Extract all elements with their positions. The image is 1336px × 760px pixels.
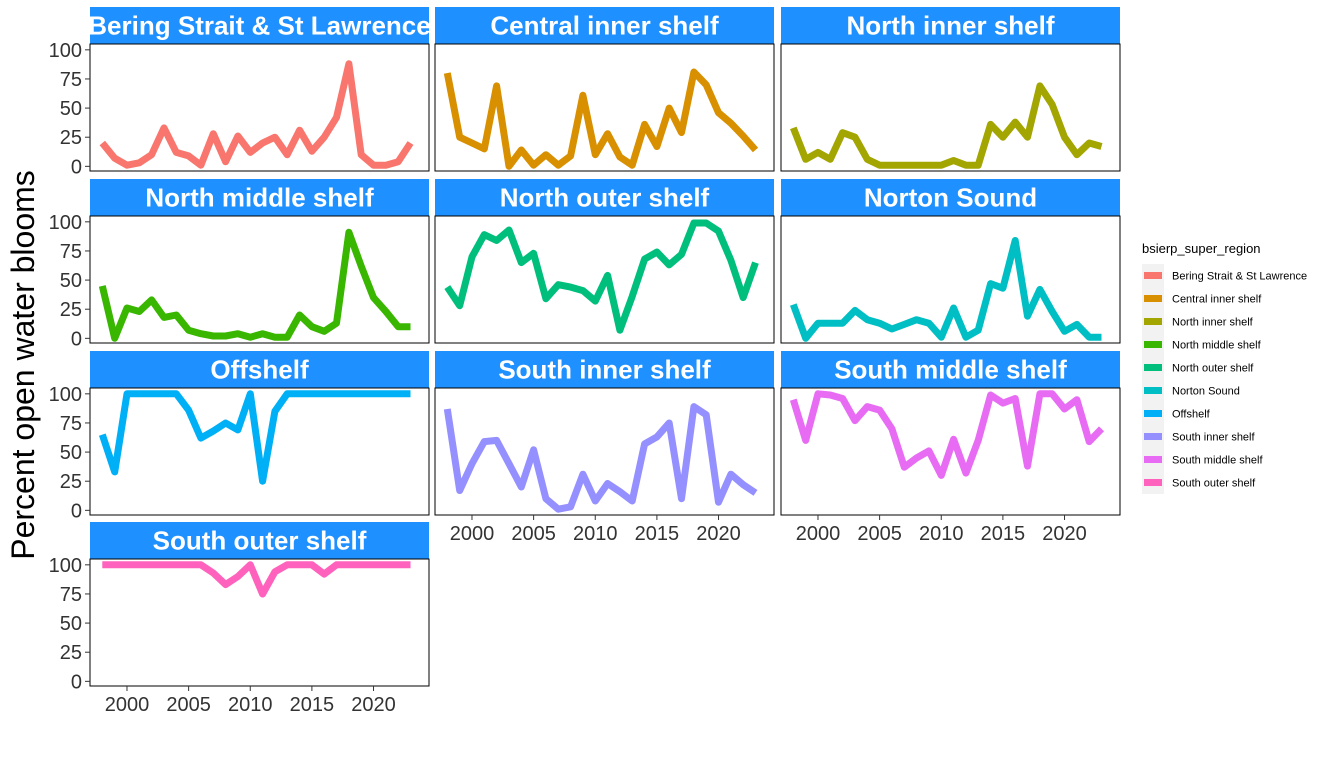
strip-label-central-inner-shelf: Central inner shelf	[490, 11, 719, 41]
x-tick-label: 2020	[351, 694, 396, 716]
legend-label-south-middle-shelf: South middle shelf	[1172, 455, 1263, 467]
y-tick-label: 75	[60, 413, 82, 435]
strip-label-north-outer-shelf: North outer shelf	[500, 183, 710, 213]
strip-central-inner-shelf	[435, 7, 774, 44]
x-tick-label: 2005	[166, 694, 211, 716]
strip-south-middle-shelf	[781, 351, 1120, 388]
y-tick-label: 75	[60, 584, 82, 606]
series-line-norton-sound	[790, 237, 1102, 342]
y-tick-label: 0	[71, 671, 82, 693]
y-tick-label: 75	[60, 241, 82, 263]
strip-label-south-inner-shelf: South inner shelf	[498, 355, 711, 385]
facet-south-middle-shelf: South middle shelf 2000 2005 2010 2015 2020	[780, 351, 1121, 545]
series-line-offshelf	[98, 390, 411, 485]
legend-label-bering-strait-st-lawrence: Bering Strait & St Lawrence	[1172, 271, 1307, 283]
legend: Bering Strait & St Lawrence Central inner…	[1142, 264, 1307, 494]
x-tick-label: 2010	[573, 523, 618, 545]
facet-south-inner-shelf: South inner shelf 2000 2005 2010 2015 2020	[434, 351, 775, 545]
facet-north-outer-shelf: North outer shelf	[434, 179, 775, 344]
strip-label-offshelf: Offshelf	[210, 355, 309, 385]
y-tick-label: 100	[49, 40, 82, 62]
facet-offshelf: Offshelf 0 25 50 75 100	[49, 351, 430, 522]
facet-norton-sound: Norton Sound	[780, 179, 1121, 344]
y-tick-label: 0	[71, 328, 82, 350]
strip-label-north-inner-shelf: North inner shelf	[846, 11, 1054, 41]
strip-offshelf	[90, 351, 429, 388]
y-tick-label: 25	[60, 299, 82, 321]
legend-label-north-outer-shelf: North outer shelf	[1172, 363, 1254, 375]
strip-north-outer-shelf	[435, 179, 774, 216]
x-tick-label: 2010	[919, 523, 964, 545]
series-line-north-outer-shelf	[444, 219, 759, 334]
strip-north-middle-shelf	[90, 179, 429, 216]
series-line-north-inner-shelf	[790, 82, 1103, 169]
y-tick-label: 50	[60, 98, 82, 120]
x-tick-label: 2000	[450, 523, 495, 545]
x-tick-label: 2020	[1042, 523, 1087, 545]
y-tick-label: 25	[60, 471, 82, 493]
x-tick-label: 2000	[105, 694, 150, 716]
legend-label-north-middle-shelf: North middle shelf	[1172, 340, 1262, 352]
panel-north-middle-shelf	[89, 215, 430, 344]
x-tick-label: 2005	[857, 523, 902, 545]
facet-north-middle-shelf: North middle shelf 0 25 50 75 100	[49, 179, 430, 350]
y-tick-label: 0	[71, 500, 82, 522]
facet-south-outer-shelf: South outer shelf 0 25 50 75 100 2000 2005 2010 2…	[49, 522, 430, 716]
facet-north-inner-shelf: North inner shelf	[780, 7, 1121, 172]
facet-central-inner-shelf: Central inner shelf	[434, 7, 775, 172]
x-tick-label: 2010	[228, 694, 273, 716]
strip-bering-strait-st-lawrence	[90, 7, 429, 44]
strip-label-south-middle-shelf: South middle shelf	[834, 355, 1067, 385]
legend-label-offshelf: Offshelf	[1172, 409, 1211, 421]
x-tick-label: 2015	[981, 523, 1026, 545]
x-tick-label: 2015	[635, 523, 680, 545]
series-line-south-outer-shelf	[102, 561, 411, 598]
legend-label-central-inner-shelf: Central inner shelf	[1172, 294, 1262, 306]
strip-south-outer-shelf	[90, 522, 429, 559]
y-tick-label: 0	[71, 156, 82, 178]
legend-label-south-outer-shelf: South outer shelf	[1172, 478, 1256, 490]
y-tick-label: 100	[49, 384, 82, 406]
strip-label-bering-strait-st-lawrence: Bering Strait & St Lawrence	[88, 11, 430, 41]
y-tick-label: 100	[49, 212, 82, 234]
panel-bering-strait-st-lawrence	[89, 43, 430, 172]
series-line-bering-strait-st-lawrence	[99, 60, 414, 169]
legend-label-norton-sound: Norton Sound	[1172, 386, 1240, 398]
legend-label-north-inner-shelf: North inner shelf	[1172, 317, 1254, 329]
strip-label-south-outer-shelf: South outer shelf	[153, 526, 367, 556]
y-tick-label: 25	[60, 642, 82, 664]
strip-south-inner-shelf	[435, 351, 774, 388]
series-line-south-middle-shelf	[789, 390, 1105, 479]
y-tick-label: 50	[60, 270, 82, 292]
legend-title: bsierp_super_region	[1142, 241, 1261, 256]
facet-bering-strait-st-lawrence: Bering Strait & St Lawrence 0 25 50 75 100	[49, 7, 430, 178]
series-line-central-inner-shelf	[443, 68, 759, 170]
y-tick-label: 25	[60, 127, 82, 149]
series-line-south-inner-shelf	[443, 403, 758, 513]
y-tick-label: 50	[60, 442, 82, 464]
strip-norton-sound	[781, 179, 1120, 216]
legend-label-south-inner-shelf: South inner shelf	[1172, 432, 1255, 444]
x-tick-label: 2000	[796, 523, 841, 545]
strip-label-norton-sound: Norton Sound	[864, 183, 1037, 213]
x-tick-label: 2015	[290, 694, 335, 716]
y-tick-label: 50	[60, 613, 82, 635]
y-tick-label: 75	[60, 69, 82, 91]
x-tick-label: 2020	[696, 523, 741, 545]
y-axis-label: Percent open water blooms	[5, 170, 41, 560]
strip-label-north-middle-shelf: North middle shelf	[145, 183, 374, 213]
y-tick-label: 100	[49, 555, 82, 577]
x-tick-label: 2005	[511, 523, 556, 545]
series-line-north-middle-shelf	[98, 228, 411, 342]
strip-north-inner-shelf	[781, 7, 1120, 44]
